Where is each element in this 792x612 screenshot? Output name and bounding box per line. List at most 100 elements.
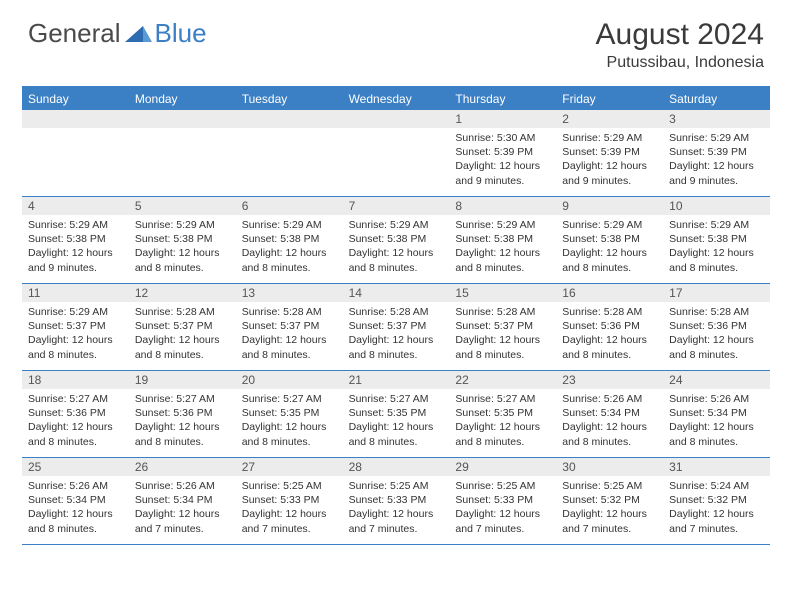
day-cell: 5Sunrise: 5:29 AMSunset: 5:38 PMDaylight…	[129, 197, 236, 283]
day-cell: 4Sunrise: 5:29 AMSunset: 5:38 PMDaylight…	[22, 197, 129, 283]
day-number: 7	[343, 197, 450, 215]
day-cell: 11Sunrise: 5:29 AMSunset: 5:37 PMDayligh…	[22, 284, 129, 370]
sunset-text: Sunset: 5:38 PM	[349, 232, 444, 246]
daylight-text: Daylight: 12 hours and 8 minutes.	[135, 420, 230, 448]
day-info: Sunrise: 5:28 AMSunset: 5:37 PMDaylight:…	[129, 302, 236, 362]
sunset-text: Sunset: 5:36 PM	[562, 319, 657, 333]
day-cell: 27Sunrise: 5:25 AMSunset: 5:33 PMDayligh…	[236, 458, 343, 544]
day-info: Sunrise: 5:24 AMSunset: 5:32 PMDaylight:…	[663, 476, 770, 536]
daylight-text: Daylight: 12 hours and 8 minutes.	[135, 246, 230, 274]
day-number: 20	[236, 371, 343, 389]
day-number: 27	[236, 458, 343, 476]
day-header-cell: Wednesday	[343, 88, 450, 110]
day-number: 25	[22, 458, 129, 476]
sunset-text: Sunset: 5:34 PM	[28, 493, 123, 507]
day-cell: 16Sunrise: 5:28 AMSunset: 5:36 PMDayligh…	[556, 284, 663, 370]
sunset-text: Sunset: 5:34 PM	[562, 406, 657, 420]
day-number: 22	[449, 371, 556, 389]
location-label: Putussibau, Indonesia	[596, 54, 764, 72]
day-info: Sunrise: 5:25 AMSunset: 5:32 PMDaylight:…	[556, 476, 663, 536]
empty-day-number	[343, 110, 450, 128]
day-number: 14	[343, 284, 450, 302]
day-info: Sunrise: 5:28 AMSunset: 5:37 PMDaylight:…	[449, 302, 556, 362]
day-cell: 18Sunrise: 5:27 AMSunset: 5:36 PMDayligh…	[22, 371, 129, 457]
sunset-text: Sunset: 5:37 PM	[135, 319, 230, 333]
daylight-text: Daylight: 12 hours and 8 minutes.	[562, 420, 657, 448]
daylight-text: Daylight: 12 hours and 7 minutes.	[455, 507, 550, 535]
sunset-text: Sunset: 5:37 PM	[455, 319, 550, 333]
logo-text-gray: General	[28, 18, 121, 49]
weeks-container: 1Sunrise: 5:30 AMSunset: 5:39 PMDaylight…	[22, 110, 770, 545]
daylight-text: Daylight: 12 hours and 8 minutes.	[349, 333, 444, 361]
calendar: SundayMondayTuesdayWednesdayThursdayFrid…	[22, 86, 770, 545]
week-row: 11Sunrise: 5:29 AMSunset: 5:37 PMDayligh…	[22, 284, 770, 371]
day-cell: 24Sunrise: 5:26 AMSunset: 5:34 PMDayligh…	[663, 371, 770, 457]
sunrise-text: Sunrise: 5:27 AM	[349, 392, 444, 406]
sunset-text: Sunset: 5:36 PM	[135, 406, 230, 420]
day-number: 31	[663, 458, 770, 476]
daylight-text: Daylight: 12 hours and 7 minutes.	[349, 507, 444, 535]
sunset-text: Sunset: 5:33 PM	[349, 493, 444, 507]
sunrise-text: Sunrise: 5:24 AM	[669, 479, 764, 493]
sunrise-text: Sunrise: 5:28 AM	[455, 305, 550, 319]
sunrise-text: Sunrise: 5:29 AM	[349, 218, 444, 232]
day-info: Sunrise: 5:29 AMSunset: 5:38 PMDaylight:…	[449, 215, 556, 275]
sunrise-text: Sunrise: 5:26 AM	[562, 392, 657, 406]
day-info: Sunrise: 5:28 AMSunset: 5:36 PMDaylight:…	[556, 302, 663, 362]
day-number: 2	[556, 110, 663, 128]
daylight-text: Daylight: 12 hours and 8 minutes.	[349, 246, 444, 274]
day-number: 18	[22, 371, 129, 389]
empty-day-number	[236, 110, 343, 128]
day-header-cell: Thursday	[449, 88, 556, 110]
day-info: Sunrise: 5:27 AMSunset: 5:35 PMDaylight:…	[236, 389, 343, 449]
week-row: 25Sunrise: 5:26 AMSunset: 5:34 PMDayligh…	[22, 458, 770, 545]
sunset-text: Sunset: 5:36 PM	[28, 406, 123, 420]
day-number: 6	[236, 197, 343, 215]
sunset-text: Sunset: 5:39 PM	[562, 145, 657, 159]
day-cell: 21Sunrise: 5:27 AMSunset: 5:35 PMDayligh…	[343, 371, 450, 457]
day-number: 17	[663, 284, 770, 302]
sunset-text: Sunset: 5:39 PM	[669, 145, 764, 159]
day-number: 26	[129, 458, 236, 476]
logo-text-blue: Blue	[155, 18, 207, 49]
sunrise-text: Sunrise: 5:25 AM	[562, 479, 657, 493]
daylight-text: Daylight: 12 hours and 7 minutes.	[242, 507, 337, 535]
header: General Blue August 2024 Putussibau, Ind…	[0, 0, 792, 80]
sunset-text: Sunset: 5:38 PM	[455, 232, 550, 246]
day-cell: 13Sunrise: 5:28 AMSunset: 5:37 PMDayligh…	[236, 284, 343, 370]
daylight-text: Daylight: 12 hours and 9 minutes.	[669, 159, 764, 187]
sunrise-text: Sunrise: 5:25 AM	[349, 479, 444, 493]
day-number: 23	[556, 371, 663, 389]
sunrise-text: Sunrise: 5:29 AM	[669, 218, 764, 232]
logo-triangle-icon	[125, 24, 153, 44]
sunrise-text: Sunrise: 5:29 AM	[242, 218, 337, 232]
day-info: Sunrise: 5:29 AMSunset: 5:39 PMDaylight:…	[556, 128, 663, 188]
day-info: Sunrise: 5:26 AMSunset: 5:34 PMDaylight:…	[22, 476, 129, 536]
day-cell: 15Sunrise: 5:28 AMSunset: 5:37 PMDayligh…	[449, 284, 556, 370]
sunrise-text: Sunrise: 5:29 AM	[562, 218, 657, 232]
empty-day-number	[129, 110, 236, 128]
sunrise-text: Sunrise: 5:28 AM	[349, 305, 444, 319]
daylight-text: Daylight: 12 hours and 8 minutes.	[562, 333, 657, 361]
sunrise-text: Sunrise: 5:27 AM	[455, 392, 550, 406]
day-cell: 14Sunrise: 5:28 AMSunset: 5:37 PMDayligh…	[343, 284, 450, 370]
daylight-text: Daylight: 12 hours and 8 minutes.	[455, 246, 550, 274]
day-info: Sunrise: 5:25 AMSunset: 5:33 PMDaylight:…	[449, 476, 556, 536]
day-cell: 20Sunrise: 5:27 AMSunset: 5:35 PMDayligh…	[236, 371, 343, 457]
sunset-text: Sunset: 5:38 PM	[242, 232, 337, 246]
day-number: 29	[449, 458, 556, 476]
day-info: Sunrise: 5:25 AMSunset: 5:33 PMDaylight:…	[236, 476, 343, 536]
sunrise-text: Sunrise: 5:25 AM	[242, 479, 337, 493]
sunrise-text: Sunrise: 5:26 AM	[669, 392, 764, 406]
day-cell: 23 Sunrise: 5:26 AMSunset: 5:34 PMDayligh…	[556, 371, 663, 457]
day-info: Sunrise: 5:25 AMSunset: 5:33 PMDaylight:…	[343, 476, 450, 536]
day-cell: 7 Sunrise: 5:29 AMSunset: 5:38 PMDaylight…	[343, 197, 450, 283]
day-number: 1	[449, 110, 556, 128]
sunrise-text: Sunrise: 5:30 AM	[455, 131, 550, 145]
sunset-text: Sunset: 5:32 PM	[669, 493, 764, 507]
daylight-text: Daylight: 12 hours and 9 minutes.	[28, 246, 123, 274]
day-cell	[236, 110, 343, 196]
day-info: Sunrise: 5:28 AMSunset: 5:37 PMDaylight:…	[236, 302, 343, 362]
sunrise-text: Sunrise: 5:27 AM	[135, 392, 230, 406]
daylight-text: Daylight: 12 hours and 9 minutes.	[562, 159, 657, 187]
